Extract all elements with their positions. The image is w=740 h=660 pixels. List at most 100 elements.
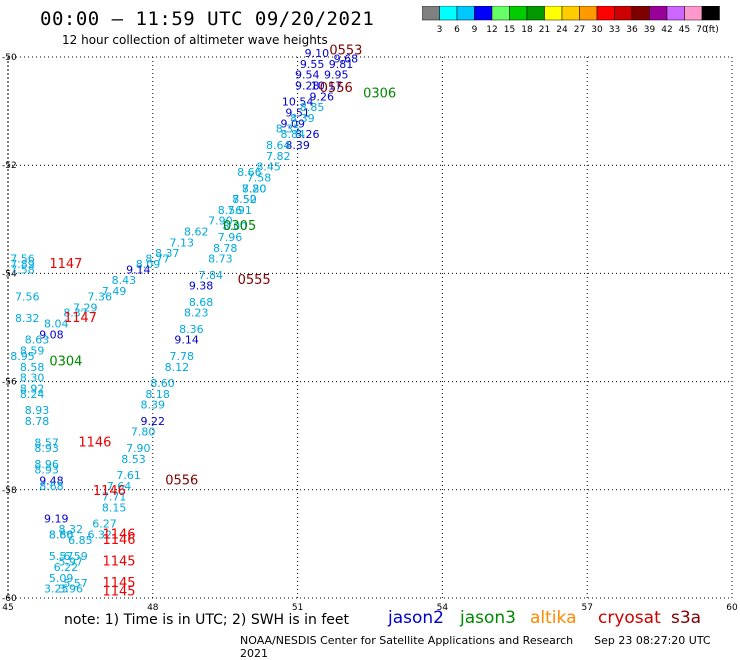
wave-height-label: 9.68	[334, 52, 359, 65]
wave-height-label: 8.39	[290, 112, 315, 125]
wave-height-label: 7.56	[15, 290, 40, 303]
wave-height-label: 6.85	[68, 534, 93, 547]
x-tick-label: 54	[437, 603, 449, 610]
colorbar-label: 24	[556, 25, 568, 35]
wave-height-label: 7.58	[247, 171, 272, 184]
colorbar-label: 6	[454, 25, 460, 35]
time-annotation: 0555	[238, 273, 271, 288]
wave-height-label: 8.58	[20, 361, 45, 374]
wave-height-label: 8.26	[295, 128, 320, 141]
wave-height-label: 9.22	[141, 415, 166, 428]
wave-height-label: 5.57	[63, 577, 88, 590]
colorbar-label: 39	[644, 25, 656, 35]
colorbar-legend: 3 6 9 12 15 18 21 24 27 30 33 36 39 42 45 70(ft)	[422, 6, 720, 35]
wave-height-label: 9.38	[189, 280, 214, 293]
colorbar-label: 33	[609, 25, 620, 35]
x-tick-label: 45	[2, 603, 13, 610]
time-annotation: 1145	[102, 576, 135, 591]
colorbar-label: 30	[591, 25, 603, 35]
wave-height-label: 9.81	[329, 58, 354, 71]
wave-height-label: 5.97	[58, 556, 83, 569]
colorbar-label: 12	[486, 25, 497, 35]
page-title: 00:00 – 11:59 UTC 09/20/2021	[40, 8, 375, 30]
wave-height-label: 8.78	[25, 415, 50, 428]
wave-height-label: 9.10	[305, 47, 330, 60]
wave-height-label: 6.27	[92, 518, 117, 531]
wave-height-label: 7.78	[170, 350, 195, 363]
mission-altika: altika	[530, 608, 577, 628]
wave-height-label: 8.36	[179, 323, 204, 336]
colorbar-label: 36	[626, 25, 638, 35]
time-annotation: 0304	[49, 354, 82, 369]
y-tick-label: -58	[2, 486, 17, 496]
wave-height-label: 6.22	[54, 561, 79, 574]
wave-height-label: 8.32	[15, 312, 40, 325]
wave-height-label: 7.52	[232, 193, 257, 206]
y-tick-label: -60	[2, 594, 17, 604]
colorbar-label: 70	[696, 25, 708, 35]
wave-height-label: 8.57	[34, 437, 59, 450]
colorbar-label: 18	[521, 25, 533, 35]
time-annotation: 0553	[329, 43, 362, 58]
wave-height-label: 8.93	[25, 404, 50, 417]
wave-height-label: 7.58	[10, 263, 35, 276]
wave-height-label: 8.96	[34, 458, 59, 471]
wave-height-label: 8.85	[300, 101, 325, 114]
wave-height-label: 8.63	[25, 334, 50, 347]
wave-height-label: 7.96	[218, 231, 243, 244]
colorbar-label: 15	[504, 25, 515, 35]
wave-height-label: 6.59	[63, 550, 88, 563]
colorbar-label: 27	[574, 25, 585, 35]
wave-height-label: 7.71	[102, 491, 127, 504]
wave-height-label: 8.04	[44, 318, 69, 331]
time-annotation: 0556	[320, 81, 353, 96]
wave-height-label: 9.55	[300, 58, 325, 71]
wave-height-label: 8.92	[20, 382, 45, 395]
x-tick-label: 48	[147, 603, 159, 610]
wave-height-label: 9.14	[126, 263, 151, 276]
x-tick-label: 60	[726, 603, 738, 610]
wave-height-label: 9.14	[174, 334, 199, 347]
wave-height-label: 8.30	[20, 372, 45, 385]
wave-height-label: 9.51	[285, 107, 310, 120]
wave-height-label: 7.64	[107, 480, 132, 493]
y-tick-label: -50	[2, 53, 17, 63]
wave-height-label: 7.13	[170, 236, 195, 249]
wave-height-label: 8.73	[208, 253, 233, 266]
time-annotation: 0306	[363, 87, 396, 102]
wave-height-label: 8.15	[102, 501, 127, 514]
wave-height-label: 7.80	[242, 182, 267, 195]
wave-height-label: 8.78	[213, 242, 238, 255]
page-subtitle: 12 hour collection of altimeter wave hei…	[62, 33, 328, 47]
y-tick-label: -52	[2, 161, 17, 171]
colorbar-label: 3	[437, 25, 443, 35]
wave-height-label: 9.09	[281, 117, 306, 130]
wave-height-label: 8.45	[256, 161, 281, 174]
credit-text: NOAA/NESDIS Center for Satellite Applica…	[240, 634, 574, 647]
wave-height-label: 8.35	[276, 123, 301, 136]
wave-height-label: 10.17	[311, 79, 343, 92]
wave-height-label: 8.93	[34, 464, 59, 477]
wave-height-label: 9.95	[324, 69, 349, 82]
colorbar-swatch	[701, 6, 720, 21]
time-annotation: 1147	[64, 311, 97, 326]
time-annotation: 1146	[78, 436, 111, 451]
y-tick-label: -54	[2, 269, 17, 279]
time-annotation: 1145	[102, 584, 135, 599]
wave-height-label: 3.96	[58, 583, 83, 596]
wave-height-label: 7.36	[87, 290, 112, 303]
wave-height-label: 8.56	[218, 204, 243, 217]
wave-height-label: 8.20	[242, 182, 267, 195]
wave-height-label: 8.50	[232, 193, 257, 206]
y-tick-label: -56	[2, 378, 17, 388]
wave-height-label: 9.48	[39, 474, 64, 487]
wave-height-label: 8.60	[150, 377, 175, 390]
wave-height-label: 7.29	[73, 301, 98, 314]
wave-height-label: 8.18	[145, 388, 170, 401]
wave-height-label: 8.09	[136, 258, 161, 271]
wave-height-label: 3.25	[44, 583, 69, 596]
colorbar-label: 42	[661, 25, 672, 35]
wave-height-label: 9.28	[295, 79, 320, 92]
wave-height-label: 10.54	[282, 96, 314, 109]
time-annotation: 0305	[223, 219, 256, 234]
